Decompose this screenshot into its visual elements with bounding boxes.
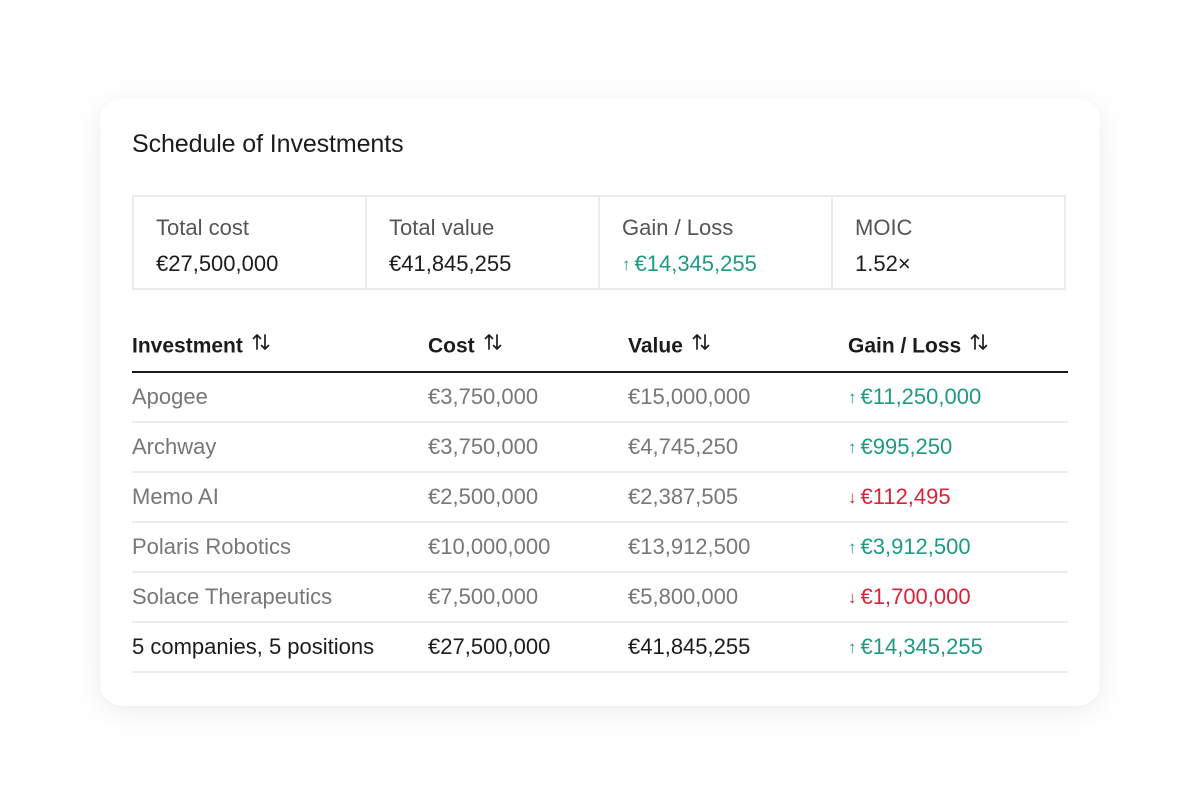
gain-value: €112,495 <box>860 484 951 509</box>
cost-cell: €2,500,000 <box>428 472 628 523</box>
stat-label: MOIC <box>855 215 913 240</box>
value-cell: €13,912,500 <box>628 522 848 573</box>
sort-arrows-icon[interactable] <box>692 332 710 358</box>
stat-label: Total cost <box>156 215 249 240</box>
gain-cell: ↓ €112,495 <box>848 472 1068 523</box>
table-total-row: 5 companies, 5 positions €27,500,000 €41… <box>132 622 1068 673</box>
arrow-up-icon: ↑ <box>848 538 857 557</box>
arrow-up-icon: ↑ <box>848 638 857 657</box>
value-cell: €2,387,505 <box>628 472 848 523</box>
arrow-down-icon: ↓ <box>848 588 857 607</box>
sort-arrows-icon[interactable] <box>484 332 502 358</box>
table-row[interactable]: Solace Therapeutics €7,500,000 €5,800,00… <box>132 572 1068 623</box>
column-header-label: Investment <box>132 334 243 358</box>
arrow-down-icon: ↓ <box>848 488 857 507</box>
investment-name: Memo AI <box>132 472 428 523</box>
stat-value: ↑ €14,345,255 <box>622 250 831 280</box>
summary-stats: Total cost €27,500,000 Total value €41,8… <box>132 195 1066 290</box>
table-header-row: Investment Cost Value Gain / Loss <box>132 323 1068 373</box>
stat-total-value: Total value €41,845,255 <box>367 197 600 288</box>
cost-cell: €10,000,000 <box>428 522 628 573</box>
total-cost: €27,500,000 <box>428 622 628 673</box>
investment-name: Solace Therapeutics <box>132 572 428 623</box>
page-title: Schedule of Investments <box>132 130 404 158</box>
table-row[interactable]: Polaris Robotics €10,000,000 €13,912,500… <box>132 522 1068 573</box>
column-header-investment[interactable]: Investment <box>132 323 428 373</box>
cost-cell: €3,750,000 <box>428 372 628 423</box>
gain-cell: ↑ €995,250 <box>848 422 1068 473</box>
sort-arrows-icon[interactable] <box>252 332 270 358</box>
stat-total-cost: Total cost €27,500,000 <box>134 197 367 288</box>
stat-value-text: €14,345,255 <box>634 251 757 276</box>
stat-label: Total value <box>389 215 495 240</box>
investment-name: Archway <box>132 422 428 473</box>
gain-value: €1,700,000 <box>860 584 971 609</box>
gain-cell: ↑ €11,250,000 <box>848 372 1068 423</box>
sort-arrows-icon[interactable] <box>970 332 988 358</box>
gain-value: €3,912,500 <box>860 534 971 559</box>
investments-table: Investment Cost Value Gain / Loss Apogee… <box>132 323 1068 673</box>
gain-cell: ↓ €1,700,000 <box>848 572 1068 623</box>
arrow-up-icon: ↑ <box>848 388 857 407</box>
gain-value: €995,250 <box>860 434 953 459</box>
value-cell: €15,000,000 <box>628 372 848 423</box>
gain-value: €11,250,000 <box>860 384 982 409</box>
table-row[interactable]: Memo AI €2,500,000 €2,387,505 ↓ €112,495 <box>132 472 1068 523</box>
stat-label: Gain / Loss <box>622 215 734 240</box>
value-cell: €4,745,250 <box>628 422 848 473</box>
value-cell: €5,800,000 <box>628 572 848 623</box>
stat-value: €41,845,255 <box>389 251 512 276</box>
column-header-label: Gain / Loss <box>848 334 962 358</box>
column-header-value[interactable]: Value <box>628 323 848 373</box>
table-row[interactable]: Archway €3,750,000 €4,745,250 ↑ €995,250 <box>132 422 1068 473</box>
table-row[interactable]: Apogee €3,750,000 €15,000,000 ↑ €11,250,0… <box>132 372 1068 423</box>
investment-name: Apogee <box>132 372 428 423</box>
arrow-up-icon: ↑ <box>848 438 857 457</box>
column-header-cost[interactable]: Cost <box>428 323 628 373</box>
total-gain-value: €14,345,255 <box>860 634 983 659</box>
column-header-label: Value <box>628 334 683 358</box>
arrow-up-icon: ↑ <box>622 255 631 274</box>
total-value: €41,845,255 <box>628 622 848 673</box>
schedule-card: Schedule of Investments Total cost €27,5… <box>100 98 1100 706</box>
column-header-gain-loss[interactable]: Gain / Loss <box>848 323 1068 373</box>
column-header-label: Cost <box>428 334 475 358</box>
cost-cell: €3,750,000 <box>428 422 628 473</box>
gain-cell: ↑ €3,912,500 <box>848 522 1068 573</box>
stat-moic: MOIC 1.52× <box>833 197 1064 288</box>
investment-name: Polaris Robotics <box>132 522 428 573</box>
stat-value: €27,500,000 <box>156 251 279 276</box>
cost-cell: €7,500,000 <box>428 572 628 623</box>
total-label: 5 companies, 5 positions <box>132 622 428 673</box>
stat-value: 1.52× <box>855 251 911 276</box>
stat-gain-loss: Gain / Loss ↑ €14,345,255 <box>600 197 833 288</box>
total-gain-cell: ↑ €14,345,255 <box>848 622 1068 673</box>
